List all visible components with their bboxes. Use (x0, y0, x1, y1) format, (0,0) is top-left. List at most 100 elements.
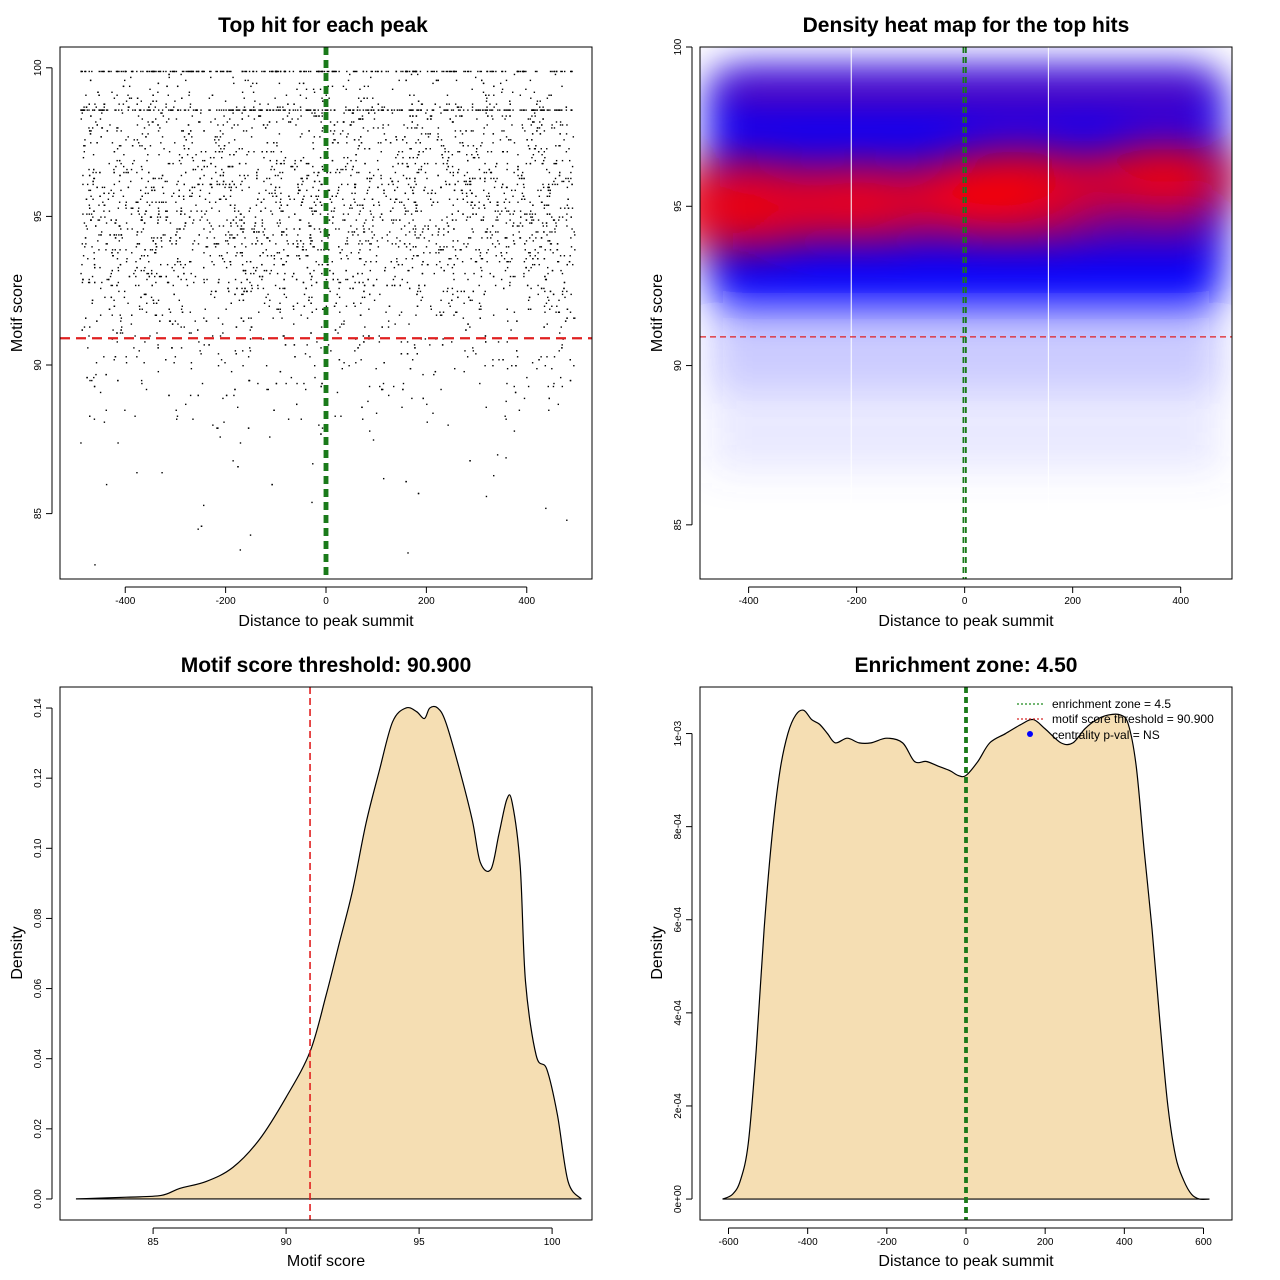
scatter-point (118, 103, 120, 105)
scatter-point (190, 272, 192, 275)
scatter-point (354, 350, 356, 352)
scatter-point (554, 73, 557, 76)
scatter-point (531, 234, 533, 236)
scatter-point (351, 207, 353, 209)
scatter-point (259, 103, 261, 105)
scatter-point (155, 70, 157, 73)
scatter-point (277, 308, 280, 310)
scatter-point (231, 234, 233, 236)
scatter-point (358, 171, 360, 174)
scatter-point (469, 189, 471, 192)
scatter-point (526, 213, 528, 215)
scatter-point (241, 287, 243, 290)
scatter-point (368, 148, 371, 150)
scatter-point (283, 287, 286, 290)
scatter-point (447, 231, 449, 233)
scatter-point (294, 213, 296, 215)
scatter-point (529, 213, 531, 215)
scatter-point (180, 207, 183, 209)
scatter-point (81, 70, 84, 73)
scatter-point (525, 266, 527, 269)
scatter-point (546, 97, 549, 99)
scatter-point (310, 302, 312, 304)
scatter-point (551, 367, 553, 370)
scatter-point (115, 234, 118, 236)
scatter-point (389, 142, 392, 144)
scatter-point (233, 82, 235, 85)
scatter-point (171, 70, 174, 73)
scatter-point (451, 219, 454, 221)
scatter-point (152, 121, 154, 123)
scatter-point (89, 133, 92, 135)
scatter-point (209, 231, 211, 233)
scatter-point (231, 180, 234, 183)
scatter-point (346, 162, 349, 165)
scatter-point (362, 418, 364, 420)
scatter-point (414, 201, 417, 203)
scatter-point (275, 162, 278, 165)
scatter-point (350, 124, 352, 126)
scatter-point (536, 367, 538, 370)
scatter-point (466, 171, 469, 174)
x-tick-label: 0 (963, 1237, 969, 1248)
scatter-point (263, 234, 265, 236)
scatter-point (310, 195, 313, 198)
scatter-point (82, 174, 84, 177)
scatter-point (288, 216, 290, 218)
scatter-point (559, 121, 562, 123)
scatter-point (548, 171, 551, 174)
scatter-point (436, 70, 438, 73)
scatter-point (143, 222, 146, 224)
scatter-point (402, 174, 405, 177)
scatter-point (151, 201, 153, 203)
scatter-point (481, 258, 484, 260)
scatter-point (480, 266, 482, 269)
x-tick-label: -400 (115, 596, 135, 607)
y-tick-label: 0.06 (33, 978, 44, 998)
scatter-point (186, 284, 189, 287)
scatter-point (95, 121, 97, 123)
scatter-point (203, 266, 205, 269)
scatter-point (543, 305, 546, 307)
scatter-point (325, 109, 327, 111)
scatter-point (452, 204, 454, 206)
scatter-point (242, 231, 244, 233)
scatter-point (203, 130, 205, 132)
scatter-point (259, 115, 262, 117)
scatter-point (170, 109, 172, 111)
scatter-point (120, 145, 122, 147)
scatter-point (353, 121, 355, 123)
scatter-point (534, 255, 536, 257)
scatter-point (249, 329, 251, 331)
scatter-point (118, 240, 121, 242)
scatter-point (421, 296, 424, 299)
scatter-point (128, 85, 131, 88)
scatter-point (299, 136, 302, 138)
scatter-point (554, 231, 556, 233)
scatter-point (288, 112, 290, 114)
scatter-point (414, 231, 416, 233)
scatter-point (549, 189, 551, 192)
scatter-point (188, 91, 191, 93)
scatter-point (496, 454, 499, 456)
scatter-point (367, 130, 369, 132)
scatter-point (103, 103, 105, 105)
scatter-point (358, 243, 360, 245)
scatter-point (369, 293, 371, 296)
scatter-point (543, 231, 545, 233)
scatter-point (505, 198, 507, 200)
scatter-point (376, 159, 379, 162)
scatter-point (383, 133, 386, 135)
scatter-point (266, 388, 268, 391)
scatter-point (479, 177, 481, 180)
scatter-point (405, 234, 407, 236)
scatter-point (277, 225, 280, 227)
scatter-point (363, 341, 365, 343)
x-tick-label: 400 (518, 596, 535, 607)
scatter-point (465, 192, 468, 195)
scatter-point (547, 385, 549, 388)
scatter-point (219, 130, 222, 132)
scatter-point (492, 365, 494, 367)
scatter-point (543, 326, 545, 328)
scatter-point (570, 293, 572, 296)
